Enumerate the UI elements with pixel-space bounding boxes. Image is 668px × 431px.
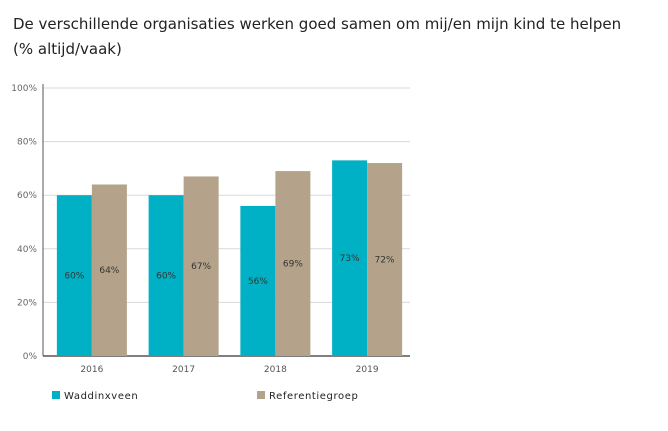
x-tick-label: 2016 bbox=[80, 365, 103, 375]
bar-referentiegroep-2018 bbox=[275, 171, 311, 356]
data-label: 60% bbox=[156, 272, 176, 282]
bar-waddinxveen-2019 bbox=[332, 160, 368, 356]
chart-title-line1: De verschillende organisaties werken goe… bbox=[13, 15, 622, 33]
chart-title: De verschillende organisaties werken goe… bbox=[13, 12, 653, 62]
y-tick-label: 100% bbox=[11, 84, 37, 94]
x-tick-label: 2017 bbox=[172, 365, 195, 375]
x-tick-label: 2018 bbox=[264, 365, 287, 375]
data-label: 72% bbox=[375, 256, 395, 266]
x-tick-label: 2019 bbox=[356, 365, 379, 375]
data-label: 60% bbox=[64, 272, 84, 282]
legend-label: Waddinxveen bbox=[64, 391, 138, 402]
y-tick-label: 80% bbox=[17, 138, 37, 148]
data-label: 56% bbox=[248, 277, 268, 287]
bar-waddinxveen-2018 bbox=[240, 205, 276, 356]
y-tick-label: 0% bbox=[23, 352, 38, 362]
data-label: 73% bbox=[340, 254, 360, 264]
data-label: 64% bbox=[99, 266, 119, 276]
data-label: 69% bbox=[283, 260, 303, 270]
y-tick-label: 40% bbox=[17, 245, 37, 255]
y-tick-label: 20% bbox=[17, 298, 37, 308]
legend-swatch-waddinxveen bbox=[52, 391, 60, 399]
chart-title-line2: (% altijd/vaak) bbox=[13, 40, 122, 58]
legend-label: Referentiegroep bbox=[269, 391, 358, 402]
data-label: 67% bbox=[191, 262, 211, 272]
bar-referentiegroep-2019 bbox=[367, 163, 403, 356]
bar-waddinxveen-2017 bbox=[148, 195, 184, 356]
bar-referentiegroep-2016 bbox=[91, 184, 127, 356]
bar-waddinxveen-2016 bbox=[56, 195, 92, 356]
y-tick-label: 60% bbox=[17, 191, 37, 201]
bar-referentiegroep-2017 bbox=[183, 176, 219, 356]
legend-swatch-referentiegroep bbox=[257, 391, 265, 399]
